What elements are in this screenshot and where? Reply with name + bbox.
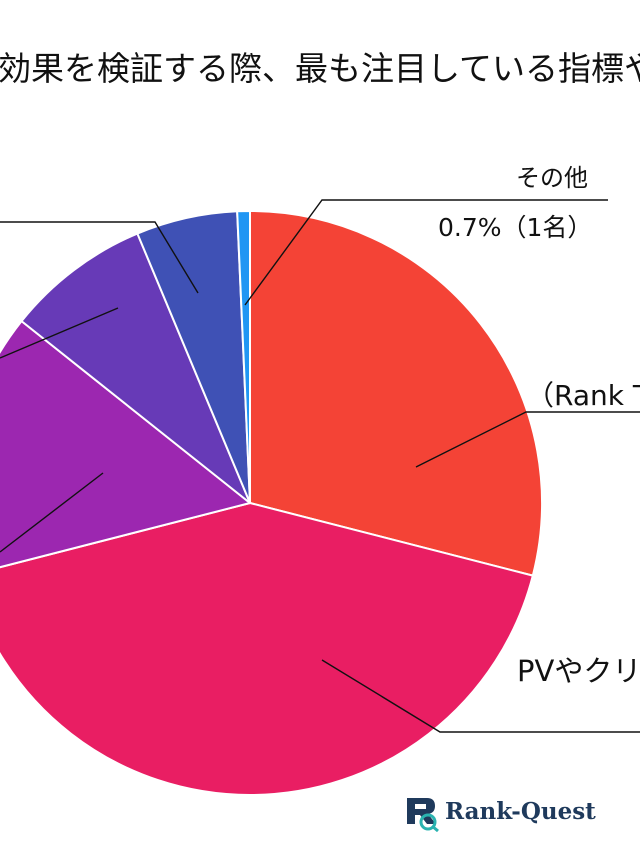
leader-line-pv xyxy=(321,659,640,733)
data-label-other-name: その他 xyxy=(516,164,588,192)
leader-line-rank xyxy=(415,411,640,468)
brand-logo: Rank-Quest xyxy=(403,794,623,834)
pie-slice-6 xyxy=(236,209,251,504)
leader-line-other xyxy=(244,199,608,306)
logo-text: Rank-Quest xyxy=(445,798,596,825)
pie-slice-2 xyxy=(0,501,535,796)
pie-slice-3 xyxy=(0,319,253,569)
pie-slices xyxy=(0,209,543,796)
leader-lines xyxy=(0,199,640,733)
data-label-rank: （Rank T xyxy=(526,379,640,412)
rank-quest-logo-icon xyxy=(407,798,439,833)
leader-line-slice-5 xyxy=(0,221,199,294)
data-label-other-value: 0.7%（1名） xyxy=(438,213,593,242)
leader-line-slice-4 xyxy=(0,307,119,359)
pie-slice-4 xyxy=(20,232,251,504)
chart-title: 効果を検証する際、最も注目している指標や xyxy=(0,49,640,88)
leader-line-slice-3 xyxy=(0,472,104,553)
pie-slice-1 xyxy=(249,209,543,577)
data-label-pv: PVやクリ xyxy=(517,654,640,688)
